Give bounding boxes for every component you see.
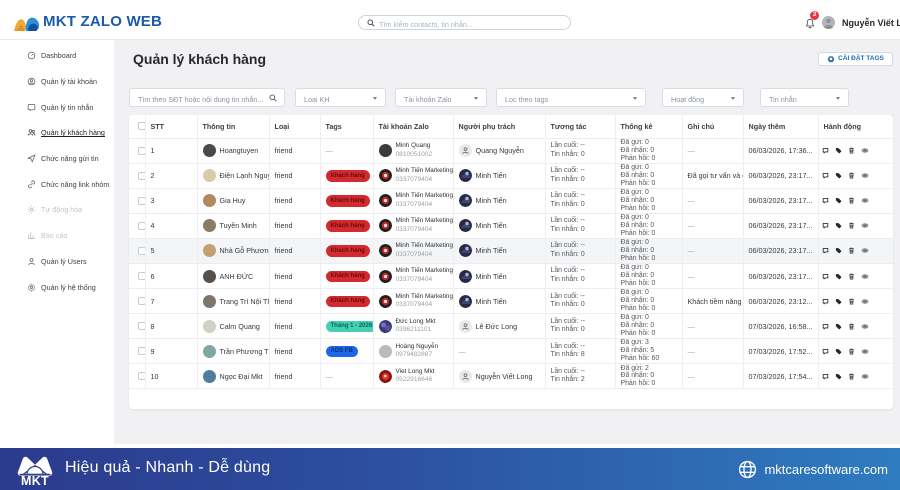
svg-text:MKT: MKT xyxy=(21,474,49,487)
